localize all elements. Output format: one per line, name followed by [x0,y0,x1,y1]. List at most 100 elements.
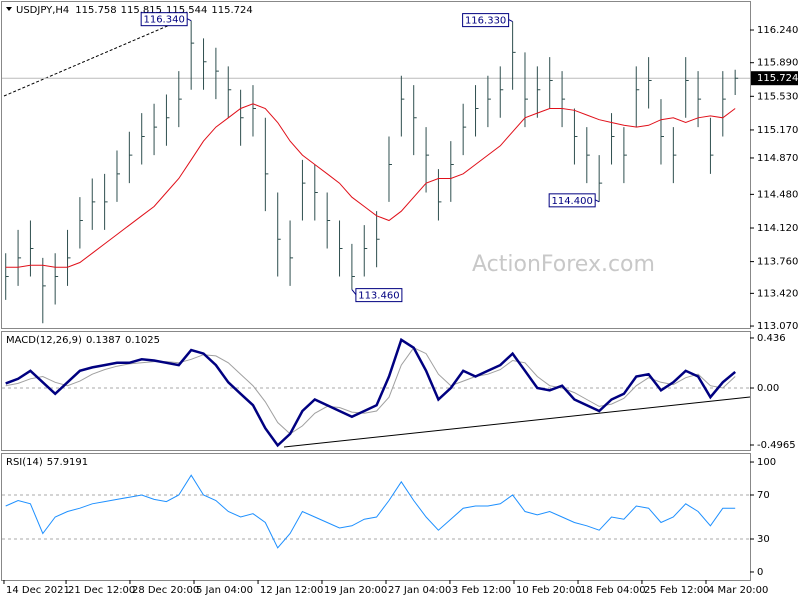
price-bar [301,159,306,221]
last-price-box [751,71,798,86]
annotation-leader [594,199,600,203]
last-price-label: 115.724 [757,73,798,84]
rsi-panel [1,453,751,581]
trend-line [3,17,187,97]
price-bar [289,220,294,286]
annotation-label: 116.330 [465,16,506,27]
x-tick-label: 25 Feb 12:00 [644,585,710,596]
x-tick-label: 28 Dec 20:00 [132,585,199,596]
price-bar [54,253,59,305]
price-bar [487,75,491,128]
price-bar [178,71,182,128]
annotation-leader [351,289,357,295]
price-bar [264,117,269,212]
price-bar [277,192,281,277]
menu-arrow [6,7,12,11]
price-bar [252,85,256,137]
y-tick-label: 115.890 [757,58,798,69]
price-bar [524,52,528,128]
price-bar [240,89,244,146]
price-bar [573,108,578,165]
price-bar [314,164,318,221]
y-tick-label: 0.436 [757,333,786,344]
signal-line [5,347,736,435]
x-tick-label: 18 Feb 04:00 [580,585,646,596]
price-bar [29,220,34,277]
price-bar [450,141,454,202]
price-bar [17,229,22,286]
rsi-line [5,474,736,549]
price-bar [153,103,158,156]
price-bar [672,127,677,184]
symbol: USDJPY,H4 [16,5,69,16]
price-panel [1,1,751,329]
price-bar [462,103,467,156]
price-bar [586,127,590,184]
price-bar [326,192,331,249]
x-tick-label: 19 Jan 20:00 [324,585,387,596]
price-bar [376,211,380,268]
price-bar [512,21,516,90]
x-tick-label: 5 Jan 04:00 [196,585,253,596]
rsi-value: 57.9191 [47,457,88,468]
y-tick-label: 100 [757,457,776,468]
signal-value: 0.1025 [125,335,160,346]
annotation-label: 116.340 [143,15,184,26]
price-bar [388,136,392,202]
price-bar [67,229,71,286]
x-tick-label: 10 Feb 20:00 [516,585,582,596]
y-tick-label: 114.480 [757,189,798,200]
macd-trend-line [283,396,751,448]
x-tick-label: 27 Jan 04:00 [388,585,451,596]
rsi-title: RSI(14) [6,457,43,468]
y-tick-label: 113.420 [757,288,798,299]
low: 115.544 [166,5,207,16]
price-bar [598,155,603,202]
x-tick-label: 12 Jan 12:00 [260,585,323,596]
high: 115.815 [121,5,162,16]
price-bar [215,47,219,100]
y-tick-label: 113.760 [757,257,798,268]
macd-panel [1,331,751,451]
price-bar [42,257,46,324]
annotation-leader [508,19,513,23]
y-tick-label: 70 [757,490,770,501]
annotation-label: 114.400 [551,196,592,207]
annotation-label: 113.460 [358,291,399,302]
price-bar [5,253,9,300]
price-bar [475,85,479,137]
price-bar [363,225,368,277]
moving-average [5,103,736,268]
x-tick-label: 4 Mar 20:00 [708,585,768,596]
annotation-leader [186,18,192,22]
price-bar [499,66,504,118]
price-bar [635,66,640,128]
open: 115.758 [75,5,116,16]
price-bar [660,99,664,165]
y-tick-label: 116.240 [757,25,798,36]
price-bar [227,66,232,118]
price-bar [79,197,83,249]
price-bar [141,113,145,165]
price-bar [400,75,405,137]
macd-header: MACD(12,26,9) 0.1387 0.1025 [6,335,160,346]
y-tick-label: -0.4965 [757,440,796,451]
price-bar [425,127,430,193]
price-bar [165,94,170,146]
price-bar [561,71,566,128]
price-bar [339,220,343,277]
price-bar [203,38,207,90]
price-bar [549,57,553,109]
annotation-box [355,288,403,303]
macd-line [5,337,737,448]
price-bar [351,243,355,290]
x-tick-label: 3 Feb 12:00 [452,585,511,596]
price-bar [536,66,541,118]
macd-value: 0.1387 [86,335,121,346]
y-tick-label: 0 [757,567,763,578]
price-bar [437,169,442,221]
price-bar [648,57,652,109]
watermark: ActionForex.com [472,252,655,277]
